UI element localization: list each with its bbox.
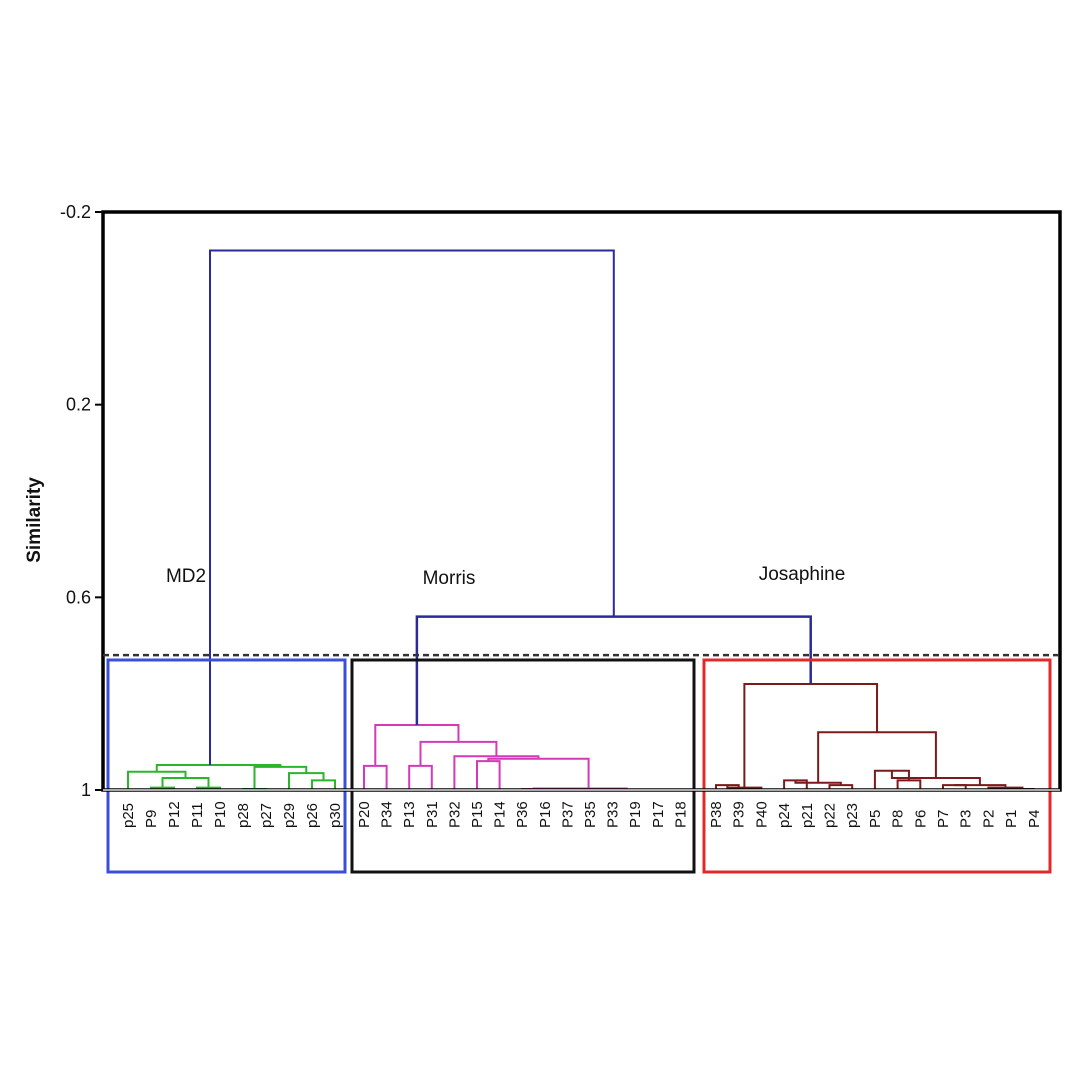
leaf-label: p22 <box>822 803 839 828</box>
dendrogram-link <box>363 764 388 790</box>
leaf-label: p27 <box>258 803 275 828</box>
leaf-label: p29 <box>281 803 298 828</box>
dendrogram-link <box>288 772 325 790</box>
leaf-label: P20 <box>356 801 373 828</box>
leaf-label: P18 <box>672 801 689 828</box>
leaf-label: P34 <box>379 801 396 828</box>
y-tick-label: 0.2 <box>66 395 91 415</box>
leaf-label: p30 <box>327 803 344 828</box>
leaf-label: p23 <box>844 803 861 828</box>
y-axis-title: Similarity <box>24 477 45 563</box>
leaf-label: P11 <box>189 802 206 828</box>
leaf-label: P17 <box>650 801 667 828</box>
leaf-label: P38 <box>708 801 725 828</box>
leaf-label: P36 <box>514 801 531 828</box>
cluster-box-md2 <box>106 658 347 874</box>
leaf-label: P1 <box>1003 810 1020 828</box>
leaf-label: P8 <box>890 810 907 828</box>
leaf-label: P4 <box>1026 810 1043 828</box>
dendrogram-link <box>209 249 615 765</box>
y-tick-label: 0.6 <box>66 587 91 607</box>
cluster-label: MD2 <box>166 566 206 587</box>
dendrogram-link <box>487 757 590 789</box>
leaf-label: P5 <box>867 810 884 828</box>
leaf-label: p28 <box>235 803 252 828</box>
leaf-label: P3 <box>958 810 975 828</box>
leaf-label: P6 <box>912 810 929 828</box>
leaf-labels: p25 P9 P12 P11 P10 p28 p27 p29 p26 p30 P20 P34 P13 P3… <box>120 801 1043 828</box>
leaf-label: P9 <box>143 810 160 828</box>
leaf-label: p25 <box>120 803 137 828</box>
leaf-label: P31 <box>424 801 441 828</box>
leaf-label: P35 <box>582 801 599 828</box>
leaf-label: P13 <box>401 801 418 828</box>
leaf-label: p26 <box>304 803 321 828</box>
cluster-label: Morris <box>423 568 476 589</box>
y-tick-label: 1 <box>81 780 91 800</box>
dendrogram-link <box>954 784 1007 788</box>
leaf-label: P32 <box>446 801 463 828</box>
dendrogram-link <box>896 779 922 790</box>
y-axis: -0.2 0.2 0.6 1 <box>60 202 103 800</box>
leaf-label: P14 <box>492 801 509 828</box>
leaf-label: P10 <box>212 801 229 828</box>
leaf-label: P2 <box>980 810 997 828</box>
leaf-label: P40 <box>753 801 770 828</box>
leaf-label: P37 <box>559 801 576 828</box>
cluster-boxes <box>106 658 1052 874</box>
cluster-box-josaphine <box>702 658 1052 874</box>
dendrogram-link <box>311 779 336 790</box>
dendrogram-link <box>873 769 910 790</box>
cluster-label: Josaphine <box>759 564 846 585</box>
leaf-label: P39 <box>731 801 748 828</box>
leaf-label: P19 <box>627 801 644 828</box>
cluster-box-morris <box>350 658 696 874</box>
leaf-label: P15 <box>469 801 486 828</box>
leaf-label: p24 <box>776 803 793 828</box>
leaf-label: p21 <box>799 803 816 828</box>
cluster-labels: MD2 Morris Josaphine <box>166 564 845 589</box>
dendrogram-link <box>408 764 433 790</box>
dendrogram-link <box>155 763 282 772</box>
leaf-label: P12 <box>166 801 183 828</box>
leaf-label: P16 <box>537 801 554 828</box>
y-tick-label: -0.2 <box>60 202 91 222</box>
leaf-label: P33 <box>605 801 622 828</box>
dendrogram-branches <box>127 249 1035 791</box>
leaf-label: P7 <box>935 810 952 828</box>
dendrogram-link <box>127 770 187 790</box>
